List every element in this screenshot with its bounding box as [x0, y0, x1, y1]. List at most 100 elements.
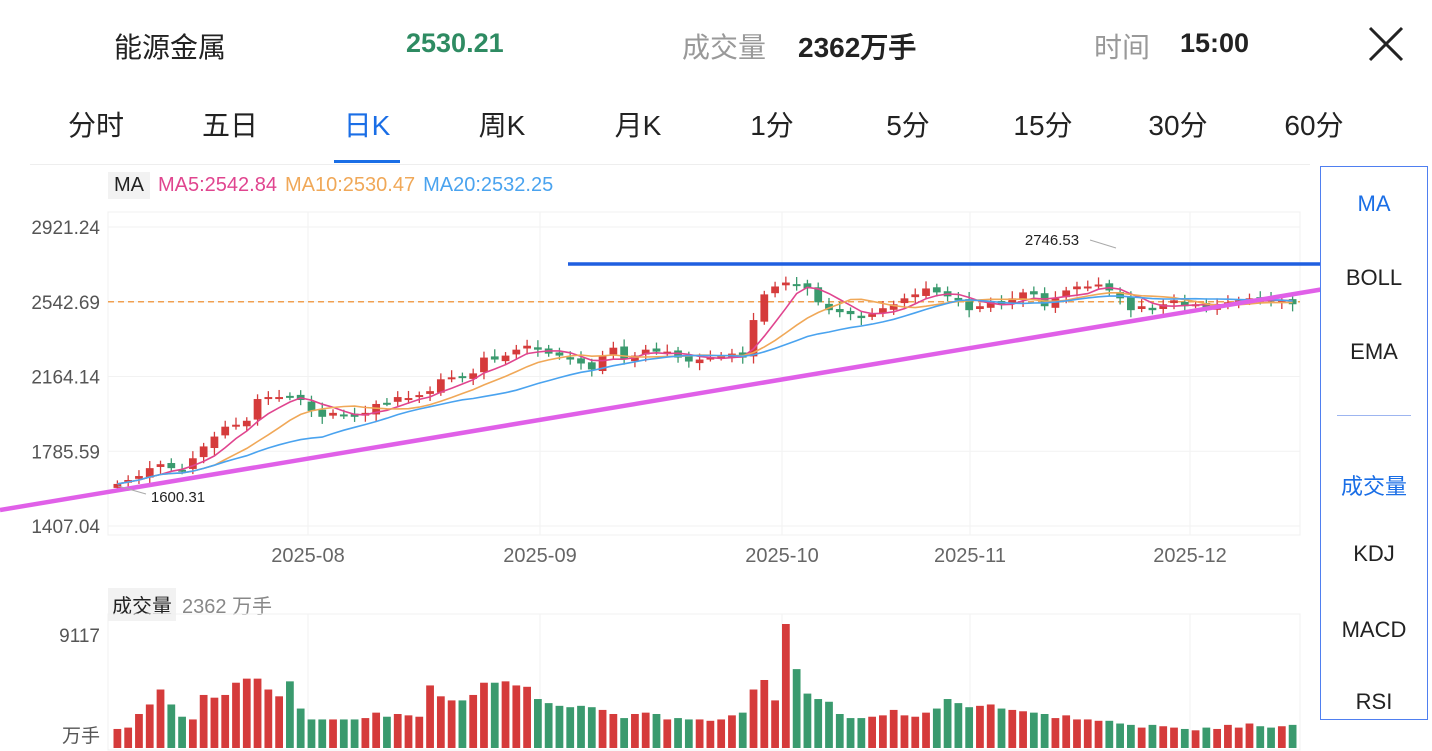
index-name: 能源金属 [114, 32, 227, 63]
candle-body [318, 409, 327, 417]
volume-bar [825, 701, 833, 748]
volume-bar [1040, 713, 1049, 748]
volume-bar [879, 715, 887, 748]
tab-30min[interactable]: 30分 [1148, 110, 1208, 141]
time-value: 15:00 [1180, 28, 1250, 58]
header-bar: 能源金属 2530.21 成交量 2362万手 时间 15:00 [0, 0, 1432, 88]
volume-bar [674, 718, 682, 748]
y-tick-label: 1407.04 [31, 517, 100, 538]
candle-body [1008, 298, 1017, 304]
volume-bar [587, 707, 596, 748]
candle-body [932, 287, 941, 293]
ma5-value: MA5:2542.84 [158, 174, 277, 196]
x-tick-label: 2025-11 [934, 545, 1006, 567]
volume-bar [976, 705, 984, 748]
candle-body [857, 315, 866, 319]
volume-bar [846, 718, 855, 748]
candle-body [706, 357, 715, 360]
indicator-boll[interactable]: BOLL [1345, 265, 1403, 290]
volume-bar [404, 715, 413, 748]
volume-bar [469, 694, 478, 748]
volume-legend-value: 2362 万手 [182, 596, 273, 618]
ma-legend: MA MA5:2542.84 MA10:2530.47 MA20:2532.25 [108, 172, 553, 202]
candle-body [954, 297, 963, 301]
y-tick-label: 1785.59 [31, 442, 100, 463]
candle-body [598, 355, 607, 371]
volume-bar [1127, 724, 1135, 748]
volume-bar [167, 704, 176, 748]
candle-body [868, 314, 876, 317]
indicator-ema[interactable]: EMA [1350, 339, 1398, 364]
ma5-line [117, 286, 1293, 485]
volume-bar [339, 719, 348, 748]
kline-chart[interactable]: 2921.24 2542.69 2164.14 1785.59 1407.04 9117 万… [0, 0, 1320, 751]
candle-body [1083, 286, 1092, 289]
volume-bar [954, 703, 963, 748]
indicator-kdj[interactable]: KDJ [1353, 541, 1395, 566]
volume-bar [835, 713, 844, 748]
candle-body [372, 403, 381, 415]
tab-fenshi[interactable]: 分时 [67, 110, 125, 141]
volume-bar [1051, 718, 1060, 748]
candle-body [242, 420, 251, 427]
volume-bar [232, 682, 240, 748]
low-price-label: 1600.31 [151, 489, 205, 506]
candle-body [210, 436, 219, 449]
indicator-macd[interactable]: MACD [1341, 617, 1407, 642]
volume-bar [965, 707, 974, 748]
indicator-rsi[interactable]: RSI [1355, 689, 1393, 714]
tab-15min[interactable]: 15分 [1013, 110, 1073, 141]
volume-bar [372, 712, 381, 748]
candle-body [415, 395, 424, 398]
volume-bar [695, 719, 704, 748]
candle-body [1062, 290, 1071, 298]
volume-bar [1191, 730, 1200, 748]
indicator-ma[interactable]: MA [1357, 191, 1391, 216]
candle-body [555, 352, 564, 356]
volume-bar [447, 700, 456, 748]
tab-60min[interactable]: 60分 [1284, 110, 1344, 141]
tab-monthly-k[interactable]: 月K [614, 110, 662, 141]
volume-bar [932, 708, 941, 748]
candle-body [393, 397, 402, 402]
volume-bar [781, 624, 790, 748]
candle-body [350, 413, 359, 417]
volume-bar [156, 689, 165, 748]
volume-bar [749, 689, 758, 748]
x-tick-label: 2025-12 [1153, 545, 1226, 567]
candle-body [825, 303, 833, 311]
volume-bar [1245, 723, 1254, 748]
candle-body [1137, 306, 1146, 309]
indicator-panel: MA BOLL EMA 成交量 KDJ MACD RSI [1320, 166, 1428, 720]
volume-bar [490, 682, 499, 748]
tab-daily-k[interactable]: 日K [343, 110, 391, 141]
tab-5min[interactable]: 5分 [886, 110, 930, 141]
tab-five-day[interactable]: 五日 [201, 110, 259, 141]
tab-weekly-k[interactable]: 周K [478, 110, 526, 141]
tab-1min[interactable]: 1分 [750, 110, 794, 141]
candle-body [792, 284, 801, 287]
ma-legend-tag: MA [108, 172, 150, 199]
volume-bar [1267, 727, 1275, 748]
volume-unit: 万手 [62, 725, 100, 747]
volume-bar [124, 727, 133, 748]
indicator-divider [1337, 415, 1411, 416]
close-icon[interactable] [1366, 24, 1406, 64]
candle-body [188, 458, 197, 469]
candle-body [113, 483, 122, 488]
time-label: 时间 [1094, 32, 1151, 63]
volume-bar [760, 679, 769, 748]
volume-bar [383, 716, 391, 748]
volume-bar [577, 705, 585, 748]
volume-bar [652, 713, 661, 748]
volume-bar [1073, 719, 1081, 748]
candle-body [965, 299, 974, 311]
indicator-volume[interactable]: 成交量 [1340, 474, 1407, 499]
volume-bar [275, 696, 283, 748]
candle-body [846, 310, 855, 315]
candle-body [1051, 298, 1060, 308]
candle-body [156, 464, 165, 467]
candle-body [264, 397, 273, 400]
candle-body [835, 308, 844, 313]
volume-bar [922, 712, 930, 748]
